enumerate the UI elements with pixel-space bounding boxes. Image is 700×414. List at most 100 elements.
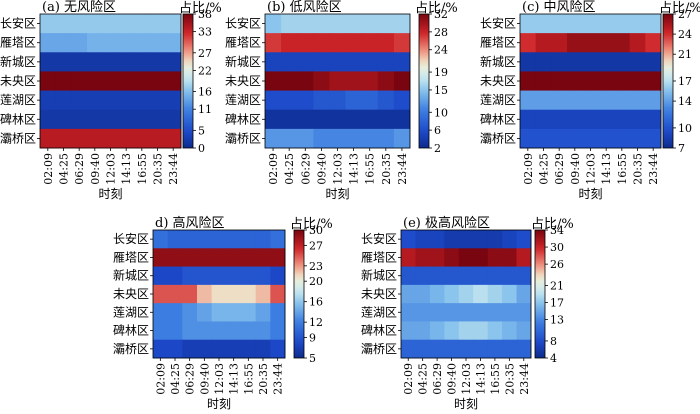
- heatmap-cell: [516, 248, 532, 267]
- heatmap-cell: [149, 128, 166, 149]
- heatmap-cell: [377, 90, 395, 111]
- heatmap-cell: [270, 230, 286, 249]
- colorbar-label: 占比/%: [179, 1, 222, 16]
- colorbar-tick-label: 33: [198, 26, 212, 39]
- heatmap-cell: [329, 33, 346, 53]
- heatmap-cell: [71, 33, 88, 53]
- heatmap-cell: [502, 339, 517, 359]
- panel-title: (e) 极高风险区: [403, 215, 490, 231]
- heatmap-cell: [361, 71, 379, 91]
- heatmap-cell: [165, 109, 182, 130]
- heatmap-cell: [102, 90, 119, 111]
- heatmap-cell: [502, 248, 517, 267]
- colorbar-tick-label: 28: [434, 26, 448, 39]
- colorbar-tick-label: 4: [550, 352, 557, 365]
- colorbar-tick-label: 27: [309, 239, 323, 252]
- y-tick-label: 新城区: [0, 54, 36, 69]
- colorbar-tick-label: 19: [434, 66, 448, 79]
- colorbar-tick-label: 10: [434, 106, 448, 119]
- heatmap-cell: [211, 303, 227, 322]
- x-tick-label: 20:35: [632, 153, 645, 185]
- colorbar-tick-label: 26: [550, 258, 564, 271]
- heatmap-cell: [393, 128, 411, 149]
- heatmap-cell: [458, 230, 474, 249]
- heatmap-cell: [313, 109, 330, 130]
- x-tick-label: 09:40: [446, 363, 459, 395]
- heatmap-cell: [598, 14, 615, 34]
- heatmap-cell: [102, 128, 119, 149]
- y-tick-label: 长安区: [361, 231, 397, 246]
- heatmap-cell: [535, 52, 552, 72]
- heatmap-cell: [134, 52, 151, 72]
- colorbar-tick-label: 6: [434, 124, 441, 137]
- heatmap-cell: [598, 90, 615, 111]
- y-tick-label: 莲湖区: [113, 304, 149, 319]
- heatmap-cell: [444, 230, 460, 249]
- y-tick-label: 长安区: [0, 16, 36, 31]
- heatmap-cell: [393, 14, 411, 34]
- colorbar: [662, 13, 674, 149]
- colorbar: [418, 13, 430, 149]
- heatmap-cell: [614, 128, 631, 149]
- heatmap-cell: [645, 52, 662, 72]
- heatmap-cell: [520, 71, 537, 91]
- heatmap-cell: [167, 230, 183, 249]
- heatmap-cell: [614, 71, 631, 91]
- heatmap-cell: [226, 339, 242, 359]
- heatmap-cell: [102, 33, 119, 53]
- colorbar-tick-label: 30: [309, 224, 323, 237]
- heatmap-cell: [502, 303, 517, 322]
- heatmap-cell: [197, 339, 213, 359]
- heatmap-cell: [535, 128, 552, 149]
- x-tick-label: 20:35: [380, 153, 393, 185]
- heatmap-cell: [458, 321, 474, 341]
- colorbar-label: 占比/%: [415, 1, 458, 16]
- x-axis-label: 时刻: [98, 187, 122, 201]
- heatmap-cell: [516, 284, 532, 304]
- heatmap-cell: [551, 33, 568, 53]
- heatmap-cell: [55, 33, 72, 53]
- heatmap-cell: [520, 14, 537, 34]
- colorbar-tick-label: 9: [309, 332, 316, 345]
- y-tick-label: 雁塔区: [113, 250, 149, 264]
- heatmap-cell: [297, 128, 314, 149]
- x-tick-label: 02:09: [402, 363, 415, 395]
- heatmap-cell: [629, 128, 646, 149]
- heatmap-cell: [241, 339, 257, 359]
- heatmap-cell: [645, 33, 662, 53]
- heatmap-cell: [401, 248, 416, 267]
- heatmap-cell: [377, 71, 395, 91]
- heatmap-cell: [645, 90, 662, 111]
- x-tick-label: 20:35: [257, 363, 270, 395]
- heatmap-cell: [134, 33, 151, 53]
- heatmap-cell: [153, 303, 169, 322]
- heatmap-cell: [167, 339, 183, 359]
- x-tick-label: 16:55: [364, 153, 377, 185]
- colorbar-tick-label: 27: [678, 8, 692, 21]
- x-tick-label: 14:13: [228, 363, 241, 395]
- x-tick-label: 09:40: [315, 153, 328, 185]
- heatmap-cell: [40, 71, 57, 91]
- heatmap-cell: [401, 339, 416, 359]
- heatmap-cell: [458, 339, 474, 359]
- heatmap-cell: [241, 266, 257, 286]
- heatmap-cell: [377, 14, 395, 34]
- heatmap-cell: [167, 266, 183, 286]
- heatmap-cell: [535, 109, 552, 130]
- colorbar-tick-label: 0: [198, 142, 205, 155]
- x-tick-label: 12:03: [332, 153, 345, 185]
- heatmap-cell: [520, 52, 537, 72]
- heatmap-cell: [473, 266, 489, 286]
- heatmap-cell: [458, 248, 474, 267]
- x-tick-label: 09:40: [569, 153, 582, 185]
- y-tick-label: 莲湖区: [225, 92, 261, 107]
- colorbar-tick-label: 38: [198, 8, 212, 21]
- heatmap-cell: [297, 71, 314, 91]
- heatmap-cell: [165, 90, 182, 111]
- y-tick-label: 未央区: [480, 74, 516, 88]
- heatmap-cell: [551, 52, 568, 72]
- heatmap-cell: [40, 90, 57, 111]
